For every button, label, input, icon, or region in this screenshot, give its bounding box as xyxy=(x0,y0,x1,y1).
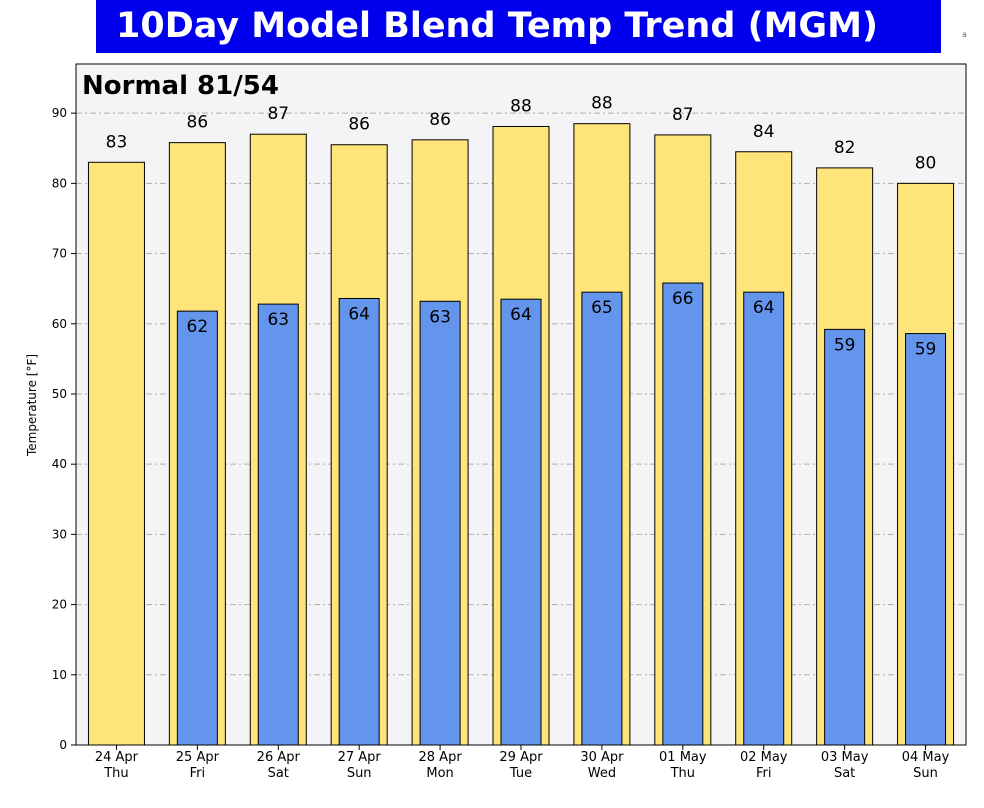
low-temp-bar xyxy=(824,328,866,746)
low-temp-label: 62 xyxy=(187,317,209,337)
y-tick-label: 10 xyxy=(52,668,67,682)
x-tick-label-date: 25 Apr xyxy=(176,750,220,765)
x-tick-label-date: 01 May xyxy=(659,750,707,765)
low-temp-bar xyxy=(257,303,299,746)
high-temp-label: 87 xyxy=(672,105,694,125)
x-tick-label-date: 30 Apr xyxy=(580,750,624,765)
high-temp-label: 84 xyxy=(753,122,775,142)
x-tick-label-day: Sun xyxy=(347,766,372,781)
y-tick-label: 80 xyxy=(52,176,67,190)
high-temp-label: 82 xyxy=(834,138,856,158)
low-temp-bar xyxy=(581,291,623,746)
x-tick-label-date: 26 Apr xyxy=(257,750,301,765)
x-tick-label-day: Fri xyxy=(756,766,772,781)
low-temp-label: 65 xyxy=(591,298,613,318)
y-tick-label: 0 xyxy=(59,738,67,752)
low-temp-bar xyxy=(338,297,380,746)
y-tick-label: 60 xyxy=(52,317,67,331)
x-tick-label-day: Sat xyxy=(268,766,289,781)
low-temp-label: 64 xyxy=(348,304,370,324)
x-tick-label-day: Tue xyxy=(509,766,532,781)
x-tick-label-day: Wed xyxy=(588,766,616,781)
low-temp-bar xyxy=(662,282,704,746)
corner-mark: a xyxy=(962,30,967,39)
high-temp-bar xyxy=(87,161,145,746)
y-tick-label: 90 xyxy=(52,106,67,120)
y-tick-label: 50 xyxy=(52,387,67,401)
y-axis-label: Temperature [°F] xyxy=(25,354,39,457)
low-temp-label: 59 xyxy=(834,335,856,355)
x-tick-label-day: Fri xyxy=(190,766,206,781)
low-temp-bar xyxy=(500,298,542,746)
low-temp-label: 63 xyxy=(267,310,289,330)
plot-frame xyxy=(75,63,967,746)
x-tick-label-date: 29 Apr xyxy=(499,750,543,765)
low-temp-bar xyxy=(419,300,461,746)
high-temp-label: 88 xyxy=(591,94,613,114)
low-temp-label: 64 xyxy=(753,298,775,318)
low-temp-bar xyxy=(743,291,785,746)
low-temp-label: 59 xyxy=(915,340,937,360)
x-tick-label-day: Thu xyxy=(670,766,695,781)
high-temp-label: 88 xyxy=(510,96,532,116)
x-tick-label-date: 27 Apr xyxy=(338,750,382,765)
x-tick-label-date: 03 May xyxy=(821,750,869,765)
x-tick-label-day: Mon xyxy=(426,766,453,781)
x-tick-label-date: 02 May xyxy=(740,750,788,765)
high-temp-label: 86 xyxy=(348,115,370,135)
low-temp-label: 63 xyxy=(429,307,451,327)
low-temp-label: 64 xyxy=(510,305,532,325)
x-tick-label-day: Sun xyxy=(913,766,938,781)
high-temp-label: 86 xyxy=(429,110,451,130)
y-tick-label: 30 xyxy=(52,527,67,541)
low-temp-label: 66 xyxy=(672,289,694,309)
normal-annotation: Normal 81/54 xyxy=(82,71,279,101)
low-temp-bar xyxy=(176,310,218,746)
y-tick-label: 40 xyxy=(52,457,67,471)
y-tick-label: 70 xyxy=(52,247,67,261)
x-tick-label-day: Thu xyxy=(103,766,128,781)
chart-title: 10Day Model Blend Temp Trend (MGM) xyxy=(96,0,941,53)
x-tick-label-date: 24 Apr xyxy=(95,750,139,765)
high-temp-label: 83 xyxy=(106,132,128,152)
y-tick-label: 20 xyxy=(52,598,67,612)
x-tick-label-day: Sat xyxy=(834,766,855,781)
x-tick-label-date: 28 Apr xyxy=(419,750,463,765)
x-tick-label-date: 04 May xyxy=(902,750,950,765)
high-temp-label: 80 xyxy=(915,153,937,173)
high-temp-label: 86 xyxy=(187,113,209,133)
high-temp-label: 87 xyxy=(267,104,289,124)
low-temp-bar xyxy=(905,333,947,746)
